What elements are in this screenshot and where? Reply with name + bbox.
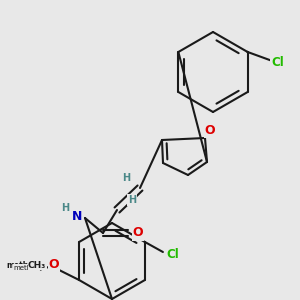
- Text: CH₃: CH₃: [28, 260, 46, 269]
- Text: N: N: [72, 209, 82, 223]
- Text: O: O: [205, 124, 215, 136]
- Text: Cl: Cl: [167, 248, 179, 262]
- Text: H: H: [61, 203, 69, 213]
- Text: O: O: [49, 259, 59, 272]
- Text: H: H: [122, 173, 130, 183]
- Text: Cl: Cl: [271, 56, 284, 68]
- Text: methoxy: methoxy: [14, 265, 44, 271]
- Text: methoxy: methoxy: [6, 260, 44, 269]
- Text: H: H: [128, 195, 136, 205]
- Text: O: O: [133, 226, 143, 239]
